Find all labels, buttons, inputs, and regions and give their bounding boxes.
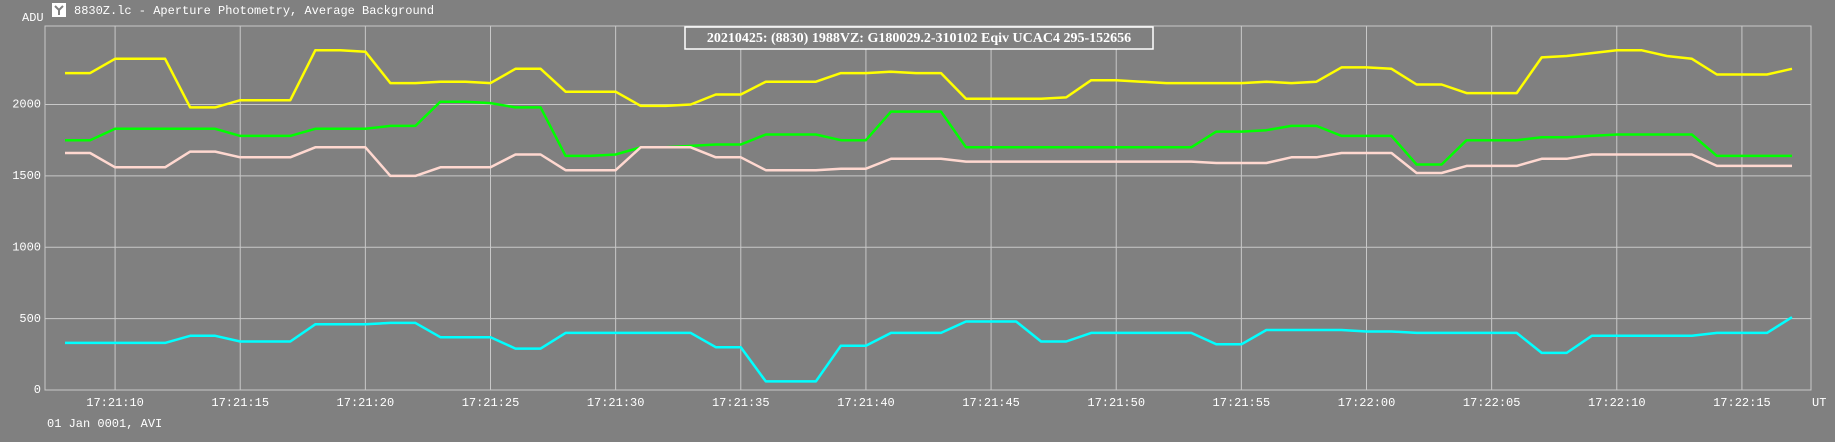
y-tick-label: 0: [34, 383, 41, 397]
y-tick-label: 1000: [12, 240, 41, 254]
x-tick-label: 17:21:30: [587, 396, 645, 410]
x-tick-label: 17:22:15: [1713, 396, 1771, 410]
x-tick-label: 17:22:00: [1338, 396, 1396, 410]
x-tick-label: 17:21:35: [712, 396, 770, 410]
annotation-box: [684, 26, 1154, 50]
x-tick-label: 17:21:20: [337, 396, 395, 410]
app-icon: [52, 3, 66, 17]
data-line: [65, 316, 1793, 383]
y-tick-label: 500: [19, 312, 41, 326]
x-axis-label: UT: [1812, 396, 1826, 410]
x-tick-label: 17:21:25: [462, 396, 520, 410]
x-tick-label: 17:22:05: [1463, 396, 1521, 410]
x-tick-label: 17:21:15: [211, 396, 269, 410]
footer: 01 Jan 0001, AVI: [47, 417, 162, 431]
y-tick-label: 1500: [12, 169, 41, 183]
annotation: 20210425: (8830) 1988VZ: G180029.2-31010…: [707, 31, 1131, 46]
y-axis-label: ADU: [22, 11, 44, 25]
x-tick-label: 17:21:45: [962, 396, 1020, 410]
x-tick-label: 17:21:10: [86, 396, 144, 410]
data-line: [65, 49, 1793, 109]
x-tick-label: 17:21:55: [1213, 396, 1271, 410]
data-line: [65, 100, 1792, 166]
x-tick-label: 17:21:40: [837, 396, 895, 410]
x-tick-label: 17:21:50: [1087, 396, 1145, 410]
plot-area: 0 500 1000 1500 2000 17:21:10 17:21:15 17:21:20…: [12, 26, 1811, 410]
chart-title: 8830Z.lc - Aperture Photometry, Average …: [74, 4, 434, 18]
y-tick-label: 2000: [12, 98, 41, 112]
data-line: [65, 146, 1792, 178]
x-tick-label: 17:22:10: [1588, 396, 1646, 410]
